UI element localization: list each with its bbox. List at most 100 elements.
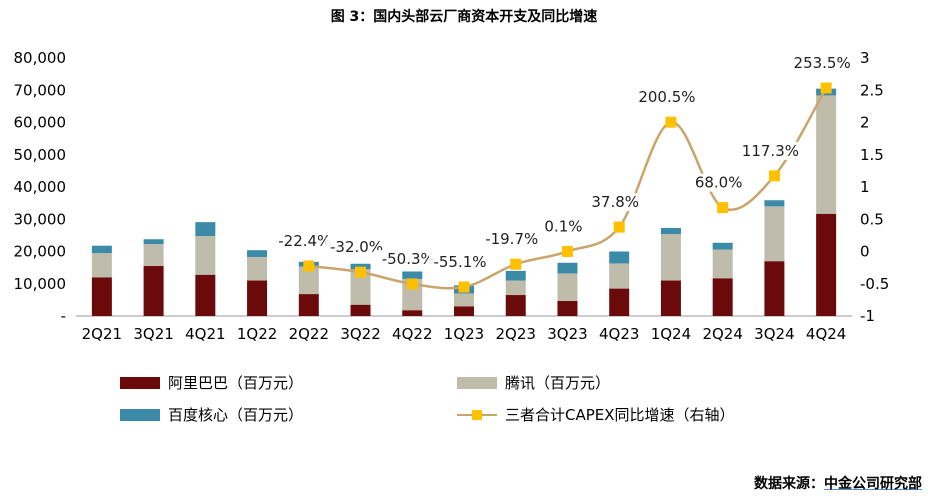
legend-swatch-baidu bbox=[120, 408, 160, 421]
bar-tencent-3Q21 bbox=[143, 244, 164, 267]
bar-alibaba-3Q24 bbox=[764, 261, 785, 316]
growth-marker-1Q23 bbox=[458, 281, 470, 293]
y-left-tick-label: 70,000 bbox=[14, 81, 67, 99]
source-label: 数据来源： bbox=[754, 476, 824, 492]
x-tick-label: 1Q23 bbox=[444, 325, 484, 343]
growth-label-box bbox=[325, 238, 388, 257]
bar-alibaba-1Q23 bbox=[454, 306, 474, 316]
bar-baidu-2Q23 bbox=[505, 270, 526, 281]
growth-label-box bbox=[377, 249, 440, 268]
x-tick-label: 3Q21 bbox=[133, 325, 173, 343]
x-axis: 2Q21 3Q21 4Q21 1Q22 2Q22 3Q22 4Q22 1Q23 2Q23 3Q23… bbox=[82, 325, 847, 343]
bar-tencent-4Q24 bbox=[816, 95, 837, 214]
growth-marker-4Q22 bbox=[406, 278, 418, 290]
legend-label-growth: 三者合计CAPEX同比增速（右轴） bbox=[505, 406, 735, 424]
growth-label-1Q24: 200.5% bbox=[638, 88, 695, 106]
x-tick-label: 4Q24 bbox=[806, 325, 846, 343]
growth-label-4Q24: 253.5% bbox=[794, 54, 851, 72]
bar-alibaba-1Q24 bbox=[660, 280, 681, 316]
y-left-tick-label: 30,000 bbox=[14, 210, 67, 228]
growth-marker-3Q23 bbox=[561, 245, 573, 257]
bar-baidu-3Q21 bbox=[143, 239, 164, 245]
bar-alibaba-4Q24 bbox=[816, 213, 837, 316]
x-tick-label: 2Q21 bbox=[82, 325, 122, 343]
growth-marker-3Q24 bbox=[768, 170, 780, 182]
bar-alibaba-4Q22 bbox=[402, 310, 423, 316]
growth-label-3Q24: 117.3% bbox=[742, 142, 799, 160]
growth-label-box bbox=[635, 88, 698, 107]
bar-alibaba-2Q23 bbox=[505, 295, 526, 316]
growth-label-box bbox=[429, 253, 491, 272]
bar-baidu-1Q22 bbox=[247, 250, 268, 257]
bar-alibaba-4Q23 bbox=[609, 288, 630, 316]
growth-label-box bbox=[480, 230, 543, 249]
capex-chart: -22.4%-32.0%-50.3%-55.1% -19.7% 0.1% 37.8% 2… bbox=[14, 49, 890, 343]
chart-title: 图 3：国内头部云厂商资本开支及同比增速 bbox=[330, 9, 598, 25]
bar-alibaba-3Q23 bbox=[557, 300, 578, 316]
y-right-tick-label: -1 bbox=[860, 307, 875, 325]
growth-marker-2Q22 bbox=[303, 260, 315, 272]
growth-label-2Q23: -19.7% bbox=[485, 230, 538, 248]
y-left-tick-label: 20,000 bbox=[14, 243, 67, 261]
x-tick-label: 1Q24 bbox=[651, 325, 691, 343]
bar-tencent-3Q23 bbox=[557, 273, 578, 301]
bar-baidu-3Q22 bbox=[350, 263, 371, 270]
x-tick-label: 2Q22 bbox=[289, 325, 329, 343]
bar-tencent-2Q23 bbox=[505, 280, 526, 296]
y-right-axis: -1 -0.5 0 0.5 1 1.5 2 2.5 3 bbox=[860, 49, 889, 325]
growth-marker-4Q23 bbox=[613, 221, 625, 233]
x-tick-label: 4Q22 bbox=[392, 325, 432, 343]
growth-label-1Q23: -55.1% bbox=[433, 253, 486, 271]
legend-swatch-tencent bbox=[457, 376, 497, 389]
bar-tencent-3Q24 bbox=[764, 206, 785, 262]
bar-tencent-4Q21 bbox=[195, 236, 216, 275]
legend-label-baidu: 百度核心（百万元） bbox=[168, 406, 304, 424]
x-tick-label: 4Q23 bbox=[599, 325, 639, 343]
growth-label-4Q23: 37.8% bbox=[591, 193, 639, 211]
bar-alibaba-3Q21 bbox=[143, 266, 164, 316]
y-left-tick-label: 60,000 bbox=[14, 114, 67, 132]
growth-marker-2Q24 bbox=[717, 202, 729, 214]
bar-alibaba-2Q24 bbox=[712, 278, 733, 316]
y-right-tick-label: 3 bbox=[860, 49, 870, 67]
bar-tencent-2Q22 bbox=[298, 266, 319, 295]
y-right-tick-label: 2.5 bbox=[860, 81, 884, 99]
growth-line-layer bbox=[303, 82, 832, 293]
y-right-tick-label: 0 bbox=[860, 243, 870, 261]
x-tick-label: 2Q23 bbox=[496, 325, 536, 343]
legend-swatch-growth bbox=[457, 409, 497, 421]
bar-baidu-4Q23 bbox=[609, 251, 630, 264]
bar-baidu-4Q21 bbox=[195, 222, 216, 237]
growth-label-2Q22: -22.4% bbox=[278, 232, 331, 250]
growth-marker-3Q22 bbox=[355, 266, 367, 278]
x-tick-label: 2Q24 bbox=[702, 325, 742, 343]
bar-baidu-3Q23 bbox=[557, 262, 578, 274]
y-left-tick-label: - bbox=[61, 307, 66, 325]
bar-tencent-2Q21 bbox=[91, 253, 112, 278]
x-tick-label: 3Q23 bbox=[547, 325, 587, 343]
y-left-tick-label: 50,000 bbox=[14, 146, 67, 164]
growth-label-box bbox=[541, 217, 586, 236]
bar-tencent-1Q24 bbox=[660, 234, 681, 281]
bar-alibaba-2Q22 bbox=[298, 294, 319, 316]
bar-tencent-4Q23 bbox=[609, 263, 630, 289]
x-tick-label: 4Q21 bbox=[185, 325, 225, 343]
legend-item-alibaba: 阿里巴巴（百万元） bbox=[120, 372, 303, 393]
growth-label-box bbox=[791, 53, 854, 72]
bar-tencent-2Q24 bbox=[712, 249, 733, 279]
y-right-tick-label: 1 bbox=[860, 178, 870, 196]
growth-label-box bbox=[692, 173, 746, 192]
legend-swatch-alibaba bbox=[120, 376, 160, 389]
bar-tencent-1Q23 bbox=[454, 293, 474, 307]
bar-baidu-3Q24 bbox=[764, 200, 785, 207]
bar-alibaba-1Q22 bbox=[247, 280, 268, 316]
bar-tencent-1Q22 bbox=[247, 256, 268, 281]
x-tick-label: 3Q24 bbox=[754, 325, 794, 343]
y-right-tick-label: 1.5 bbox=[860, 146, 884, 164]
growth-label-3Q22: -32.0% bbox=[330, 238, 383, 256]
x-tick-label: 3Q22 bbox=[340, 325, 380, 343]
source-note: 数据来源：中金公司研究部 bbox=[754, 473, 922, 493]
source-org: 中金公司研究部 bbox=[824, 476, 922, 492]
growth-label-4Q22: -50.3% bbox=[382, 250, 435, 268]
y-left-axis: - 10,000 20,000 30,000 40,000 50,000 60,000 70,… bbox=[14, 49, 67, 325]
